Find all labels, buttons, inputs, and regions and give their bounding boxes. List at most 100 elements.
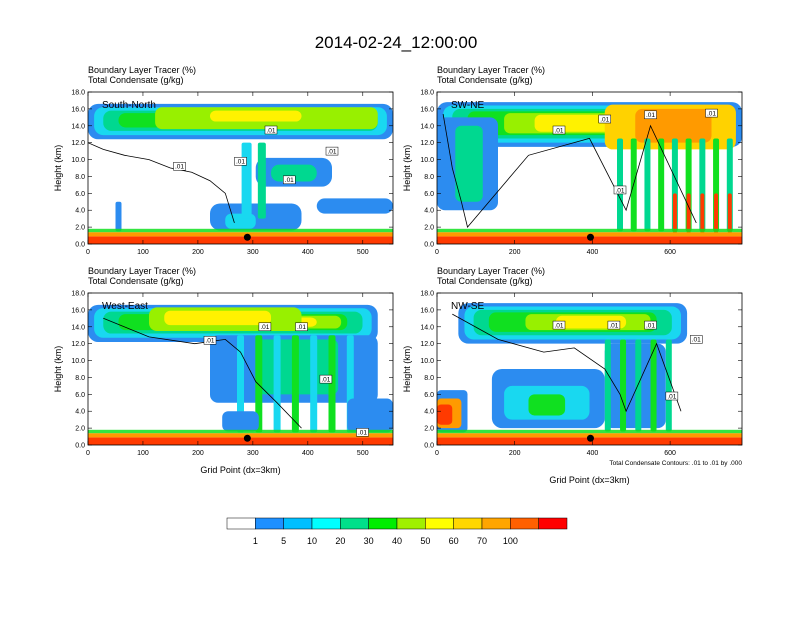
y-axis-label: Height (km) (402, 145, 412, 192)
colorbar-label: 40 (392, 536, 402, 546)
x-axis-label: Grid Point (dx=3km) (200, 465, 280, 475)
contour-label-box (356, 428, 369, 437)
y-tick-label: 2.0 (75, 225, 85, 232)
shaded-field: .01 .01 .01 .01 .01 (88, 103, 393, 244)
x-tick-label: 100 (137, 450, 149, 457)
contour-label-box (690, 335, 703, 344)
contour-label-box (705, 108, 718, 118)
y-tick-label: 2.0 (75, 426, 85, 433)
shading-band (271, 164, 317, 182)
convective-column (604, 339, 611, 432)
colorbar-swatch (425, 517, 454, 530)
contour-label: .01 (285, 177, 294, 184)
y-tick-label: 0.0 (424, 443, 434, 450)
plot-frame (87, 91, 394, 245)
y-tick-label: 10.0 (71, 358, 85, 365)
y-tick-label: 12.0 (420, 341, 434, 348)
y-tick-label: 8.0 (424, 174, 434, 181)
boundary-layer-band (88, 429, 393, 434)
convective-column (727, 193, 732, 234)
contour-label: .01 (707, 110, 716, 117)
contour-label: .01 (297, 324, 306, 331)
panel-west-east: Boundary Layer Tracer (%)Total Condensat… (53, 266, 394, 475)
y-tick-label: 4.0 (424, 208, 434, 215)
panel-title: SW-NE (451, 100, 484, 111)
contour-label-box (264, 125, 278, 135)
x-tick-label: 0 (435, 249, 439, 256)
convective-column (665, 339, 672, 432)
contour-label-box (613, 185, 627, 195)
boundary-layer-band (88, 236, 393, 244)
panel-sw-ne: Boundary Layer Tracer (%)Total Condensat… (402, 65, 743, 256)
shading-band (210, 110, 302, 122)
condensate-contour (103, 317, 302, 429)
y-tick-label: 0.0 (424, 242, 434, 249)
x-tick-label: 300 (247, 450, 259, 457)
y-axis-label: Height (km) (53, 145, 63, 192)
x-tick-label: 200 (509, 249, 521, 256)
colorbar-swatch (283, 517, 313, 530)
contour-label: .01 (646, 112, 655, 119)
y-axis-label: Height (km) (402, 346, 412, 393)
contour-label-box (283, 175, 296, 185)
x-tick-label: 100 (137, 249, 149, 256)
colorbar-swatch (538, 517, 568, 530)
contour-label: .01 (205, 338, 214, 345)
convective-column (255, 335, 263, 433)
x-tick-label: 0 (435, 450, 439, 457)
contour-label-box (234, 156, 247, 166)
y-axis-label: Height (km) (53, 346, 63, 393)
contour-label-box (644, 110, 657, 120)
panel-title: NW-SE (451, 301, 484, 312)
x-tick-label: 0 (86, 450, 90, 457)
panel-nw-se: Boundary Layer Tracer (%)Total Condensat… (402, 266, 743, 485)
contour-label-box (552, 125, 566, 135)
colorbar-label: 10 (307, 536, 317, 546)
colorbar-label: 50 (420, 536, 430, 546)
y-tick-label: 4.0 (424, 409, 434, 416)
shading-band (316, 198, 393, 214)
y-tick-label: 16.0 (71, 106, 85, 113)
colorbar-swatch (226, 517, 256, 530)
condensate-contour (452, 313, 682, 413)
y-tick-label: 18.0 (71, 291, 85, 298)
plot-frame (436, 91, 743, 245)
location-marker (243, 233, 251, 241)
colorbar-label: 30 (364, 536, 374, 546)
y-tick-label: 2.0 (424, 225, 434, 232)
contour-label: .01 (646, 322, 655, 329)
x-tick-label: 400 (302, 450, 314, 457)
y-tick-label: 6.0 (424, 392, 434, 399)
y-tick-label: 12.0 (71, 341, 85, 348)
y-tick-label: 16.0 (71, 307, 85, 314)
contour-label: .01 (327, 148, 336, 155)
contour-label-box (607, 320, 621, 330)
convective-column (328, 335, 336, 433)
contour-label-box (552, 320, 566, 330)
colorbar-label: 1 (253, 536, 258, 546)
panel-title: South-North (102, 100, 156, 111)
condensate-contour (88, 142, 235, 224)
x-tick-label: 500 (357, 450, 369, 457)
contour-label: .01 (692, 337, 701, 344)
panel-label-tracer: Boundary Layer Tracer (%) (88, 266, 196, 276)
panel-label-condensate: Total Condensate (g/kg) (88, 75, 184, 85)
colorbar-swatch (368, 517, 398, 530)
shaded-field: .01 .01 .01 .01 .01 (88, 304, 393, 445)
colorbar-label: 70 (477, 536, 487, 546)
shading-band (528, 394, 566, 416)
x-tick-label: 200 (192, 450, 204, 457)
contour-label-box (644, 320, 657, 330)
contour-label-box (598, 114, 611, 124)
convective-column (257, 142, 266, 219)
convective-column (658, 138, 665, 232)
convective-column (115, 201, 122, 232)
convective-column (672, 193, 677, 234)
figure-title: 2014-02-24_12:00:00 (315, 33, 478, 52)
panel-title: West-East (102, 301, 148, 312)
convective-column (310, 335, 318, 433)
shading-band (222, 411, 259, 432)
y-tick-label: 18.0 (71, 90, 85, 97)
convective-column (714, 193, 719, 234)
